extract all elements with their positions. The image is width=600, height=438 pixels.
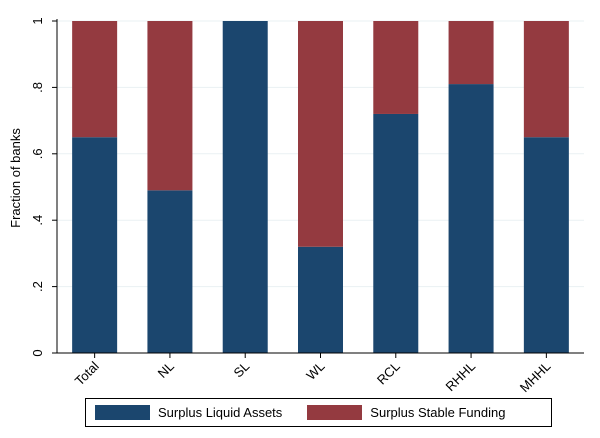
- x-tick-label: NL: [155, 359, 177, 381]
- bar-segment-stable-funding-rcl: [373, 21, 419, 114]
- x-tick-label: MHHL: [517, 359, 554, 396]
- legend-entry-liquid-assets: Surplus Liquid Assets: [86, 399, 282, 426]
- bar-segment-liquid-assets-rhhl: [448, 84, 494, 353]
- y-tick-label: .8: [30, 82, 45, 93]
- bar-segment-stable-funding-mhhl: [523, 21, 569, 138]
- y-tick-label: .6: [30, 148, 45, 159]
- x-tick-label: RHHL: [443, 359, 479, 395]
- bar-segment-liquid-assets-mhhl: [523, 137, 569, 353]
- bar-segment-liquid-assets-sl: [222, 21, 268, 353]
- legend-swatch-stable-funding: [307, 405, 363, 420]
- y-tick-label: .4: [30, 215, 45, 226]
- y-ticks: 0 .2 .4 .6 .8 1: [30, 17, 57, 357]
- bar-segment-stable-funding-nl: [147, 21, 193, 191]
- legend-entry-stable-funding: Surplus Stable Funding: [298, 399, 505, 426]
- bar-segment-stable-funding-rhhl: [448, 21, 494, 85]
- x-tick-label: SL: [230, 359, 252, 381]
- bars: [72, 21, 569, 354]
- legend-label-stable-funding: Surplus Stable Funding: [370, 405, 506, 420]
- y-tick-label: 1: [30, 17, 45, 24]
- bar-segment-stable-funding-wl: [298, 21, 343, 247]
- bar-segment-liquid-assets-wl: [298, 246, 343, 353]
- legend-swatch-liquid-assets: [95, 405, 150, 420]
- bar-segment-liquid-assets-nl: [147, 190, 193, 353]
- y-axis-title: Fraction of banks: [8, 128, 23, 228]
- bar-segment-liquid-assets-rcl: [373, 113, 419, 354]
- legend: Surplus Liquid Assets Surplus Stable Fun…: [85, 398, 552, 427]
- y-tick-label: .2: [30, 281, 45, 292]
- x-ticks: Total NL SL WL RCL RHHL MHHL: [72, 353, 554, 396]
- y-tick-label: 0: [30, 349, 45, 356]
- x-tick-label: WL: [303, 359, 327, 383]
- x-tick-label: RCL: [374, 359, 403, 388]
- legend-label-liquid-assets: Surplus Liquid Assets: [158, 405, 283, 420]
- bar-segment-liquid-assets-total: [72, 137, 118, 353]
- bar-segment-stable-funding-total: [72, 21, 118, 138]
- x-tick-label: Total: [72, 358, 102, 388]
